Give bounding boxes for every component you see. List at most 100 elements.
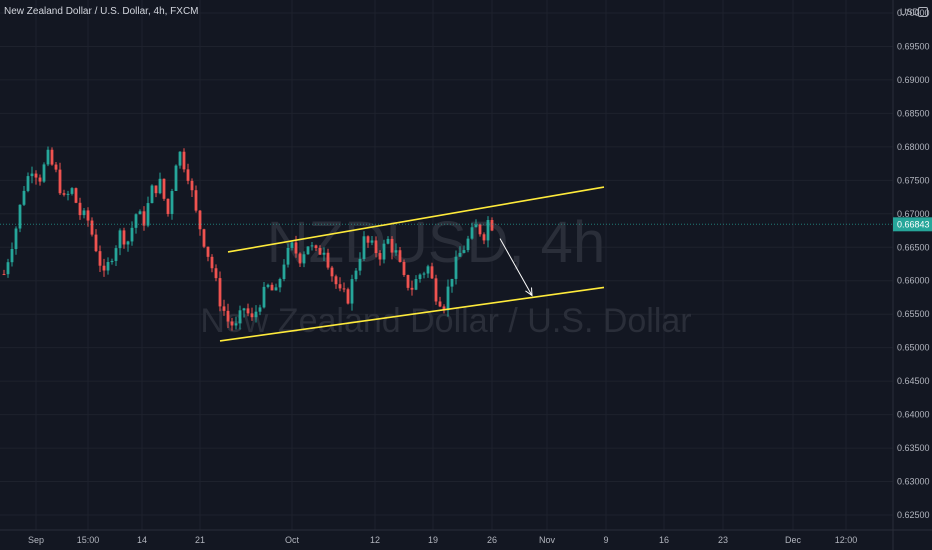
candle-body — [422, 273, 426, 275]
candle-body — [298, 253, 302, 264]
candle-body — [446, 286, 450, 311]
y-tick-label: 0.65000 — [897, 343, 930, 353]
y-tick-label: 0.69500 — [897, 41, 930, 51]
candle-body — [350, 279, 354, 304]
candle-body — [70, 188, 74, 194]
last-price-badge — [893, 217, 932, 232]
x-tick-label: 12 — [370, 535, 380, 545]
candle-body — [346, 289, 350, 304]
candle-body — [186, 169, 190, 181]
y-tick-label: 0.62500 — [897, 510, 930, 520]
candle-body — [274, 287, 278, 291]
candle-body — [198, 210, 202, 230]
candle-body — [118, 230, 122, 249]
x-tick-label: 21 — [195, 535, 205, 545]
candle-body — [322, 252, 326, 255]
x-tick-label: 26 — [487, 535, 497, 545]
channel-upper-line — [227, 186, 605, 253]
candle-body — [362, 236, 366, 259]
candle-body — [338, 284, 342, 289]
candle-body — [226, 310, 230, 322]
candle-body — [314, 245, 318, 249]
candle-body — [98, 251, 102, 266]
channel-lower-line — [219, 286, 605, 342]
candle-body — [242, 308, 246, 311]
x-tick-label: Oct — [285, 535, 300, 545]
candle-body — [18, 204, 22, 229]
x-tick-label: 12:00 — [835, 535, 858, 545]
y-tick-label: 0.66000 — [897, 276, 930, 286]
x-tick-label: 23 — [718, 535, 728, 545]
y-tick-label: 0.63000 — [897, 477, 930, 487]
candle-body — [86, 210, 90, 221]
candle-body — [438, 301, 442, 307]
y-tick-label: 0.64000 — [897, 410, 930, 420]
candle-body — [406, 275, 410, 288]
candle-body — [74, 188, 78, 203]
candle-body — [166, 198, 170, 214]
candle-body — [370, 240, 374, 243]
candle-body — [82, 210, 86, 216]
candle-body — [230, 321, 234, 326]
candle-body — [194, 190, 198, 211]
candle-body — [90, 220, 94, 235]
scale-settings-icon[interactable] — [918, 7, 928, 17]
candle-body — [266, 284, 270, 287]
candle-body — [282, 264, 286, 280]
y-tick-label: 0.67000 — [897, 209, 930, 219]
candle-body — [106, 262, 110, 271]
candle-body — [246, 308, 250, 314]
candle-body — [366, 236, 370, 243]
candle-body — [330, 267, 334, 277]
candle-body — [270, 284, 274, 291]
candle-body — [374, 240, 378, 254]
candle-body — [174, 165, 178, 191]
candle-body — [254, 311, 258, 318]
y-tick-label: 0.63500 — [897, 443, 930, 453]
candle-body — [450, 278, 454, 287]
x-tick-label: Dec — [785, 535, 802, 545]
candle-body — [78, 202, 82, 216]
candle-body — [150, 185, 154, 204]
watermark-symbol: NZDUSD, 4h — [267, 210, 605, 275]
chart-title: New Zealand Dollar / U.S. Dollar, 4h, FX… — [4, 6, 199, 17]
candle-body — [162, 178, 166, 199]
candle-body — [290, 242, 294, 248]
candle-body — [402, 261, 406, 276]
x-tick-label: 15:00 — [77, 535, 100, 545]
candle-body — [154, 185, 158, 194]
x-tick-label: 19 — [428, 535, 438, 545]
candle-body — [306, 246, 310, 255]
candle-body — [54, 164, 58, 170]
candle-body — [318, 248, 322, 255]
candle-body — [22, 190, 26, 205]
candle-body — [178, 151, 182, 166]
candle-body — [34, 173, 38, 178]
candle-body — [158, 178, 162, 194]
candle-body — [126, 241, 130, 245]
currency-label[interactable]: USD — [900, 7, 920, 17]
candle-body — [138, 211, 142, 215]
candle-body — [474, 224, 478, 228]
candle-body — [238, 310, 242, 324]
candle-body — [94, 234, 98, 252]
candle-body — [42, 164, 46, 182]
candle-body — [206, 246, 210, 257]
candle-body — [382, 243, 386, 260]
candle-body — [302, 254, 306, 264]
candle-body — [10, 249, 14, 263]
candle-body — [214, 268, 218, 279]
y-tick-label: 0.64500 — [897, 376, 930, 386]
candle-body — [430, 266, 434, 279]
candle-body — [50, 149, 54, 165]
candle-body — [114, 248, 118, 261]
candle-body — [286, 247, 290, 265]
projection-arrow-head — [525, 287, 533, 297]
x-tick-label: Nov — [539, 535, 556, 545]
candle-body — [354, 270, 358, 280]
candle-body — [218, 278, 222, 307]
candle-body — [326, 252, 330, 268]
candle-body — [2, 274, 6, 276]
